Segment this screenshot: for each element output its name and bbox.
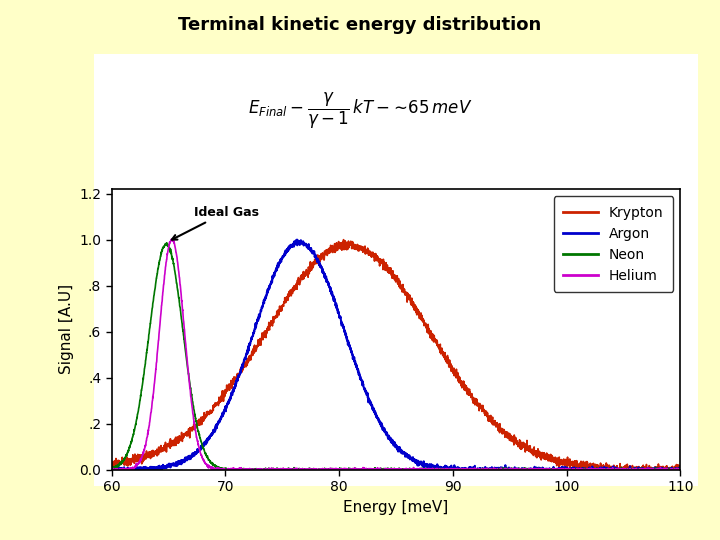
Argon (351, 357, 359, 364)
Helium (206, 464, 215, 470)
Line: Argon: Argon (112, 240, 680, 470)
Argon (665, 467, 674, 473)
Line: Neon: Neon (112, 243, 680, 470)
Argon (108, 467, 117, 473)
Helium (172, 252, 181, 259)
Krypton (676, 463, 685, 470)
Argon (206, 432, 215, 438)
Krypton (604, 466, 613, 472)
Argon (107, 465, 116, 472)
Krypton (350, 246, 359, 252)
Krypton (665, 464, 674, 471)
Helium (350, 464, 359, 471)
Text: Ideal Gas: Ideal Gas (172, 206, 258, 240)
Argon (604, 467, 613, 473)
Argon (293, 237, 302, 243)
Neon (107, 466, 116, 472)
Y-axis label: Signal [A.U]: Signal [A.U] (58, 285, 73, 374)
Neon (351, 467, 359, 473)
Helium (665, 467, 674, 473)
Neon (325, 467, 334, 473)
Argon (172, 460, 181, 466)
Neon (163, 240, 171, 246)
X-axis label: Energy [meV]: Energy [meV] (343, 500, 449, 515)
Line: Krypton: Krypton (112, 240, 680, 470)
Text: $E_{Final} - \dfrac{\gamma}{\gamma-1}\,kT -\!\sim\! 65\,meV$: $E_{Final} - \dfrac{\gamma}{\gamma-1}\,k… (248, 91, 472, 131)
Argon (325, 287, 334, 294)
Krypton (339, 237, 348, 243)
Helium (168, 236, 176, 242)
Krypton (325, 250, 334, 256)
Neon (219, 467, 228, 473)
Helium (604, 467, 613, 473)
Legend: Krypton, Argon, Neon, Helium: Krypton, Argon, Neon, Helium (554, 196, 673, 292)
Krypton (172, 438, 181, 445)
Argon (676, 466, 685, 472)
Krypton (675, 467, 684, 473)
Neon (665, 465, 674, 472)
Text: Terminal kinetic energy distribution: Terminal kinetic energy distribution (179, 16, 541, 34)
Neon (676, 466, 685, 472)
Line: Helium: Helium (112, 239, 680, 470)
Krypton (206, 407, 215, 413)
Neon (604, 466, 613, 472)
Neon (206, 458, 215, 464)
Krypton (107, 458, 116, 465)
Neon (172, 280, 181, 286)
Helium (676, 467, 685, 473)
Helium (325, 465, 334, 471)
Helium (107, 467, 116, 473)
